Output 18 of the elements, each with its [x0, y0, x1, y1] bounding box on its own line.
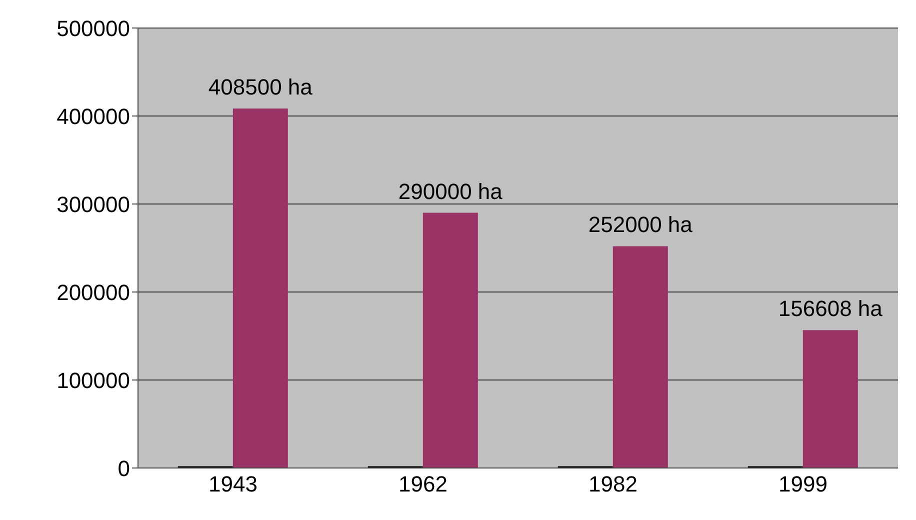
data-label: 156608 ha	[778, 296, 884, 322]
data-label: 408500 ha	[208, 74, 314, 100]
x-tick-label: 1962	[398, 472, 448, 497]
y-tick-label: 300000	[56, 192, 130, 217]
bar	[802, 330, 858, 468]
bar	[612, 246, 668, 468]
y-tick-label: 500000	[56, 16, 130, 41]
data-label: 290000 ha	[398, 178, 504, 204]
x-tick-label: 1999	[778, 472, 828, 497]
x-tick-label: 1943	[208, 472, 258, 497]
bar	[232, 108, 288, 468]
y-tick-label: 100000	[56, 368, 130, 393]
data-label: 252000 ha	[588, 212, 694, 238]
y-tick-label: 400000	[56, 104, 130, 129]
x-tick-label: 1982	[588, 472, 638, 497]
y-tick-label: 200000	[56, 280, 130, 305]
y-tick-label: 0	[118, 456, 130, 481]
bar	[422, 212, 478, 468]
